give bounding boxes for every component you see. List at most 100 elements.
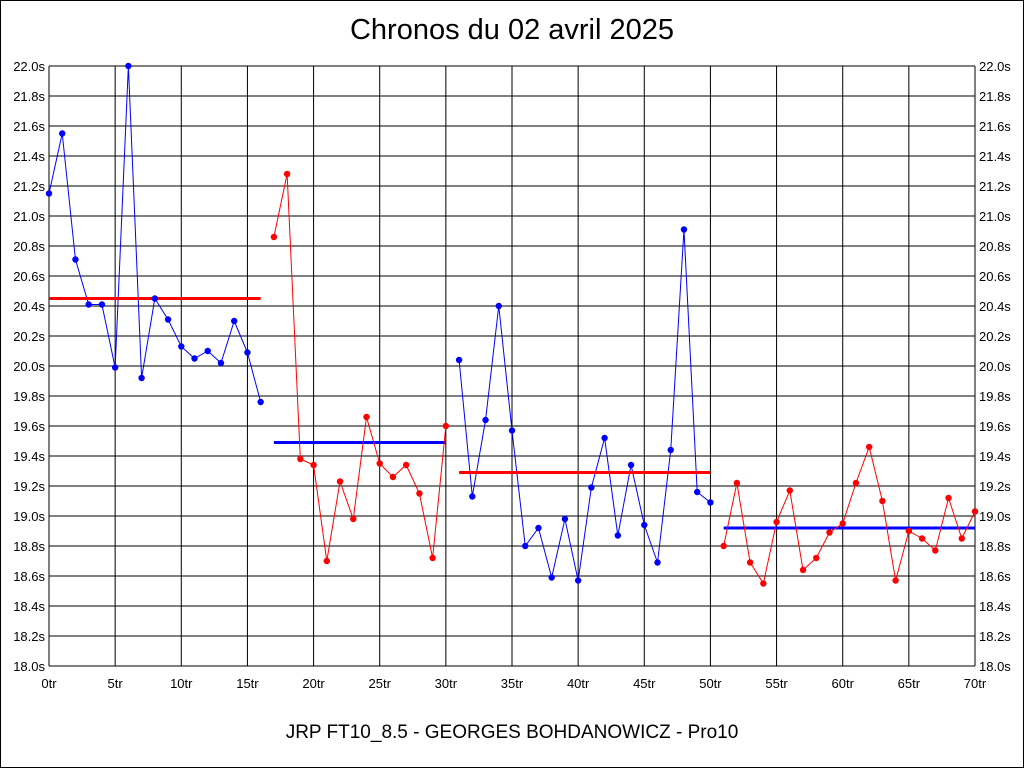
data-point [574, 577, 582, 584]
data-point [217, 359, 225, 367]
y-tick-label-right: 21.2s [979, 179, 1011, 194]
data-point [111, 364, 119, 371]
data-point [746, 559, 754, 566]
data-point [45, 190, 53, 197]
data-point [813, 554, 820, 562]
data-point [85, 301, 92, 308]
data-point [601, 434, 608, 442]
data-point [707, 499, 714, 506]
series-line [723, 445, 976, 585]
y-tick-label-right: 20.2s [979, 329, 1011, 344]
data-point [164, 316, 172, 323]
data-point [389, 473, 397, 481]
data-point [231, 317, 238, 325]
y-tick-label-right: 21.6s [979, 119, 1011, 134]
data-point [151, 295, 159, 302]
y-tick-label-left: 19.2s [13, 479, 45, 494]
data-point [667, 446, 674, 454]
x-tick-label: 70tr [964, 676, 987, 691]
y-tick-label-left: 21.6s [13, 119, 45, 134]
data-point [839, 520, 846, 527]
data-point [455, 356, 463, 364]
y-tick-label-left: 18.8s [13, 539, 45, 554]
y-tick-label-right: 18.8s [979, 539, 1011, 554]
y-tick-label-left: 19.6s [13, 419, 45, 434]
y-tick-label-right: 21.4s [979, 149, 1011, 164]
chart-footer: JRP FT10_8.5 - GEORGES BOHDANOWICZ - Pro… [285, 722, 739, 743]
y-tick-label-left: 21.0s [13, 209, 45, 224]
x-tick-label: 60tr [832, 676, 855, 691]
y-tick-label-right: 19.8s [979, 389, 1011, 404]
y-tick-label-left: 22.0s [13, 59, 45, 74]
series-line [48, 65, 262, 403]
data-point [204, 347, 211, 355]
x-tick-label: 50tr [699, 676, 722, 691]
y-tick-label-left: 20.4s [13, 299, 45, 314]
data-point [191, 355, 198, 362]
data-point [932, 547, 939, 554]
data-point [879, 497, 886, 505]
data-point [257, 398, 264, 406]
y-tick-label-right: 18.6s [979, 569, 1011, 584]
data-point [680, 226, 688, 233]
data-point [72, 256, 79, 263]
data-point [508, 427, 516, 434]
y-tick-label-right: 19.4s [979, 449, 1011, 464]
data-point [59, 130, 66, 137]
data-point [244, 349, 251, 356]
data-point [178, 343, 185, 350]
y-tick-label-right: 18.4s [979, 599, 1011, 614]
data-point [852, 479, 860, 487]
data-point [627, 461, 635, 469]
x-tick-label: 65tr [898, 676, 921, 691]
x-tick-label: 40tr [567, 676, 590, 691]
chart-title: Chronos du 02 avril 2025 [349, 14, 675, 46]
data-point [892, 577, 899, 584]
series-line [273, 173, 447, 562]
y-tick-label-left: 18.6s [13, 569, 45, 584]
y-tick-label-right: 20.6s [979, 269, 1011, 284]
data-point [535, 524, 542, 532]
data-point [336, 478, 344, 485]
data-point [773, 518, 780, 526]
y-tick-label-right: 20.4s [979, 299, 1011, 314]
data-point [98, 301, 106, 308]
data-point [495, 302, 502, 310]
data-point [416, 490, 423, 497]
data-point [363, 413, 370, 421]
data-point [733, 479, 741, 487]
y-tick-label-left: 21.2s [13, 179, 45, 194]
y-tick-label-left: 20.2s [13, 329, 45, 344]
x-tick-label: 5tr [108, 676, 124, 691]
y-tick-label-left: 18.0s [13, 659, 45, 674]
y-tick-label-right: 19.2s [979, 479, 1011, 494]
data-point [323, 557, 330, 565]
data-point [283, 170, 291, 178]
data-point [958, 535, 965, 542]
y-tick-label-left: 19.4s [13, 449, 45, 464]
data-point [310, 461, 317, 469]
y-tick-label-left: 18.2s [13, 629, 45, 644]
y-tick-label-right: 18.2s [979, 629, 1011, 644]
y-tick-label-right: 19.6s [979, 419, 1011, 434]
data-point [402, 461, 410, 469]
data-point [799, 566, 807, 574]
data-point [971, 508, 979, 515]
series-line [458, 229, 711, 581]
y-tick-label-right: 20.0s [979, 359, 1011, 374]
data-point [561, 515, 569, 523]
x-tick-label: 0tr [41, 676, 57, 691]
data-point [786, 487, 793, 494]
data-point [918, 535, 926, 542]
y-tick-label-right: 20.8s [979, 239, 1011, 254]
data-point [865, 443, 873, 451]
x-tick-label: 25tr [369, 676, 392, 691]
data-point [694, 488, 701, 496]
y-tick-label-right: 22.0s [979, 59, 1011, 74]
y-tick-label-left: 20.6s [13, 269, 45, 284]
y-tick-label-right: 21.8s [979, 89, 1011, 104]
x-tick-label: 20tr [302, 676, 325, 691]
data-point [297, 455, 304, 463]
data-point [720, 542, 727, 550]
